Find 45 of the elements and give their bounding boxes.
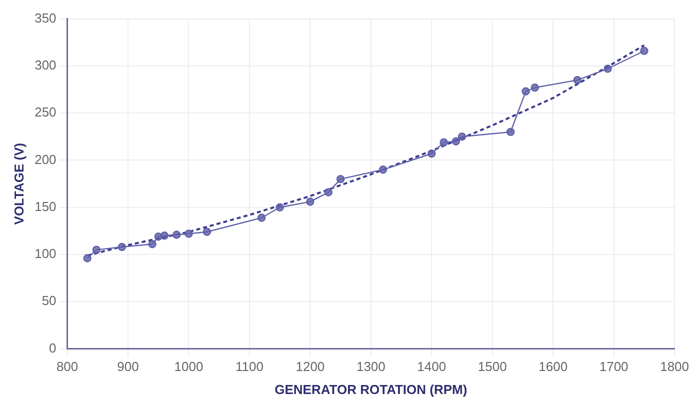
point: [440, 138, 448, 146]
x-tick-label: 1000: [174, 359, 204, 374]
x-tick-label: 900: [117, 359, 139, 374]
x-tick-label: 1300: [356, 359, 386, 374]
x-tick-label: 1200: [296, 359, 325, 374]
point: [160, 232, 169, 240]
point: [378, 166, 388, 174]
point: [118, 242, 126, 252]
point: [92, 246, 101, 254]
x-tick-label: 1800: [660, 359, 689, 374]
y-tick-label: 100: [34, 246, 56, 262]
point: [506, 128, 515, 136]
x-tick-label: 800: [56, 359, 78, 374]
point: [276, 203, 284, 212]
point: [522, 87, 530, 96]
point: [458, 132, 466, 141]
point: [172, 230, 181, 239]
y-tick-label: 300: [34, 58, 56, 73]
x-axis-title: GENERATOR ROTATION (RPM): [274, 382, 468, 397]
point: [306, 198, 314, 206]
y-tick-label: 350: [34, 10, 56, 26]
point: [336, 174, 345, 184]
x-tick-label: 1500: [478, 359, 507, 374]
point: [573, 76, 582, 84]
point: [202, 228, 212, 236]
point: [184, 230, 193, 238]
y-tick-label: 250: [34, 104, 56, 120]
point: [258, 214, 266, 222]
point: [148, 240, 156, 248]
point: [428, 150, 436, 158]
y-tick-label: 150: [34, 198, 56, 214]
x-tick-label: 1700: [599, 359, 628, 374]
point: [640, 46, 648, 55]
point: [604, 64, 612, 73]
y-axis-title: VOLTAGE (V): [11, 142, 26, 225]
y-tick-label: 200: [34, 152, 56, 167]
point: [530, 84, 539, 92]
y-tick-label: 50: [42, 293, 56, 308]
x-tick-label: 1400: [417, 359, 446, 374]
point: [452, 137, 460, 146]
x-tick-label: 1100: [235, 359, 264, 374]
point: [324, 188, 333, 196]
y-tick-label: 0: [49, 340, 56, 356]
point: [83, 254, 92, 262]
x-tick-label: 1600: [538, 359, 568, 374]
